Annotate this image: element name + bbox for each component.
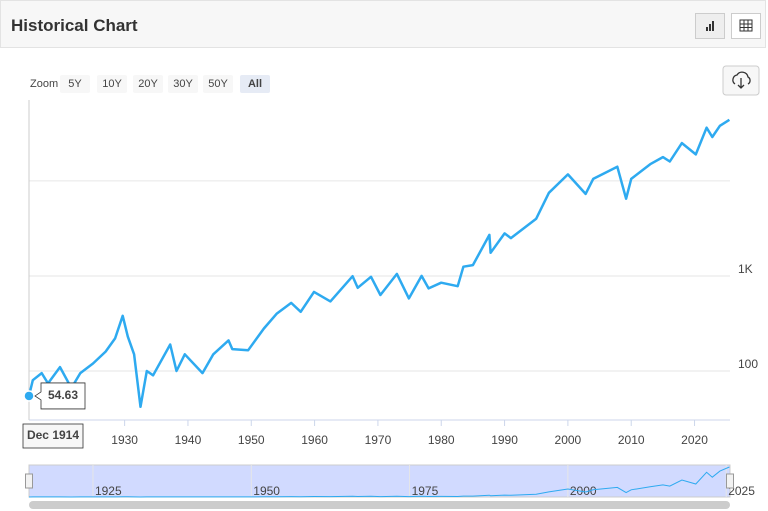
hover-point	[23, 390, 35, 402]
navigator-handle[interactable]	[25, 473, 33, 489]
zoom-button[interactable]	[240, 75, 270, 93]
x-tick-label: 1970	[365, 433, 392, 447]
y-tick-label: 1K	[738, 262, 753, 276]
zoom-button-label: 50Y	[208, 78, 228, 90]
tooltip-value: 54.63	[48, 388, 78, 402]
tooltip-date-box	[22, 423, 84, 449]
zoom-button[interactable]	[203, 75, 233, 93]
title: Historical Chart	[11, 16, 138, 35]
tooltip-date: Dec 1914	[27, 428, 79, 442]
y-tick-label: 100	[738, 357, 758, 371]
navigator-tick-label: 1975	[412, 484, 439, 498]
navigator-tick-label: 1950	[253, 484, 280, 498]
zoom-button[interactable]	[133, 75, 163, 93]
table-icon	[739, 19, 753, 32]
zoom-button-label: All	[248, 78, 262, 90]
zoom-button-label: 30Y	[173, 78, 193, 90]
zoom-button-label: 10Y	[102, 78, 122, 90]
chart-view-button[interactable]	[695, 13, 725, 39]
zoom-button[interactable]	[168, 75, 198, 93]
zoom-label: Zoom	[30, 78, 58, 90]
price-line	[27, 118, 731, 409]
x-tick-label: 2020	[681, 433, 708, 447]
navigator-tick-label: 2025	[728, 484, 755, 498]
x-tick-label: 1980	[428, 433, 455, 447]
tooltip-box	[34, 382, 86, 410]
zoom-button-label: 5Y	[68, 78, 82, 90]
navigator-line	[28, 466, 730, 498]
zoom-bar: Zoom 5Y 10Y 20Y 30Y 50Y All	[30, 75, 270, 93]
x-tick-label: 1950	[238, 433, 265, 447]
x-tick-label: 1940	[175, 433, 202, 447]
header: Historical Chart	[0, 0, 766, 48]
zoom-button-label: 20Y	[138, 78, 158, 90]
x-tick-label: 2010	[618, 433, 645, 447]
chart-icon	[706, 21, 714, 31]
x-tick-label: 2000	[555, 433, 582, 447]
scrollbar[interactable]	[29, 501, 730, 509]
navigator-window	[28, 464, 731, 498]
navigator-handle[interactable]	[726, 473, 734, 489]
navigator-tick-label: 1925	[95, 484, 122, 498]
x-tick-label: 1960	[301, 433, 328, 447]
x-tick-label: 1990	[491, 433, 518, 447]
zoom-button[interactable]	[97, 75, 127, 93]
zoom-button[interactable]	[60, 75, 90, 93]
table-view-button[interactable]	[731, 13, 761, 39]
download-icon	[732, 71, 751, 89]
x-tick-label: 1930	[111, 433, 138, 447]
